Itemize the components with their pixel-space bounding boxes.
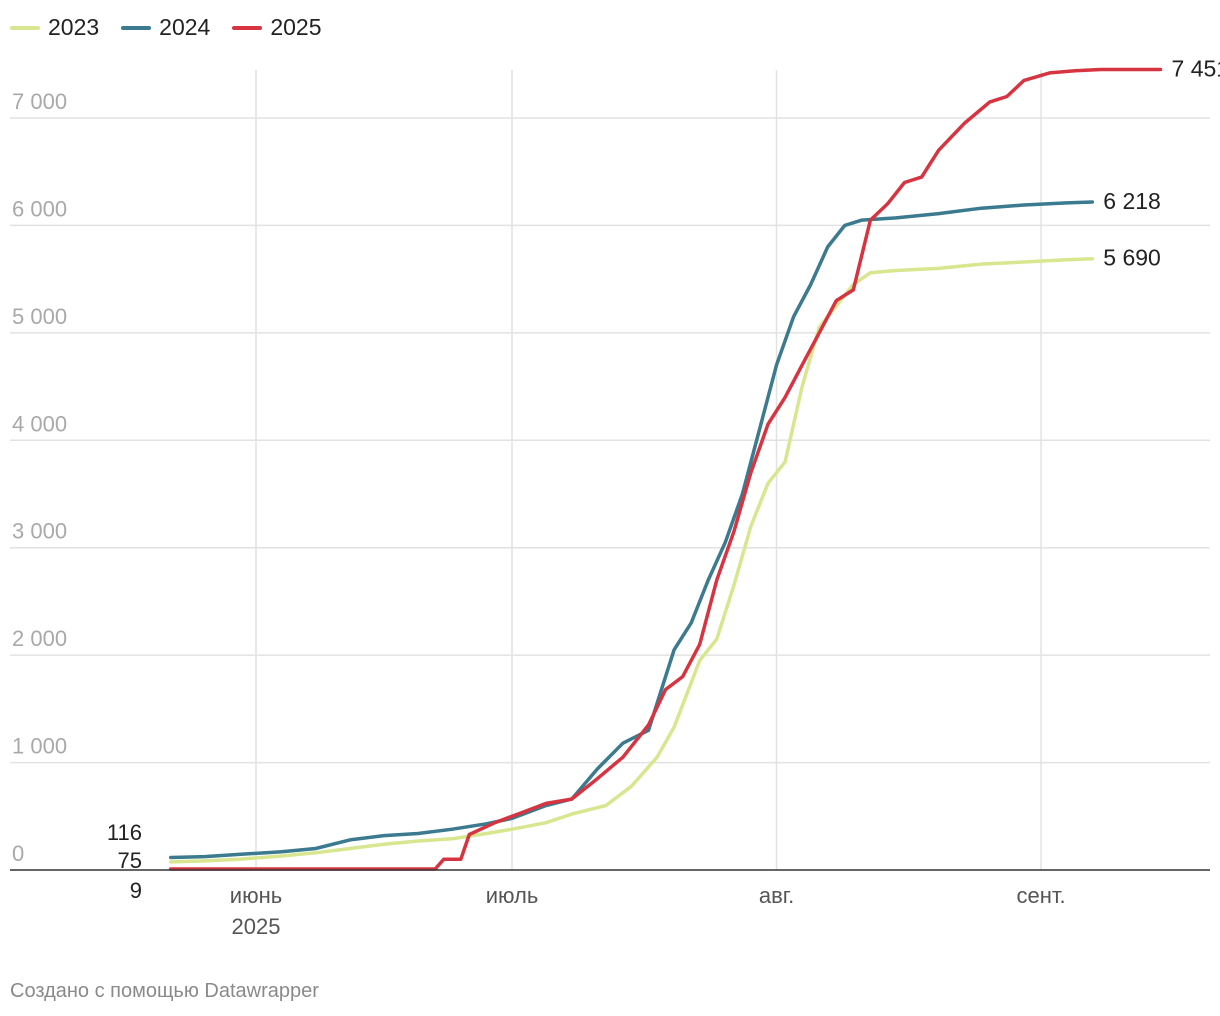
- end-value-label-2023: 5 690: [1103, 245, 1161, 271]
- start-value-label-2: 9: [130, 878, 142, 903]
- y-tick-label-6: 6 000: [12, 196, 67, 221]
- legend-item-2023: 2023: [10, 14, 99, 41]
- start-value-label-0: 116: [107, 820, 142, 845]
- y-tick-label-4: 4 000: [12, 411, 67, 436]
- y-tick-label-3: 3 000: [12, 519, 67, 544]
- legend-swatch-2023: [10, 25, 40, 30]
- legend-swatch-2025: [232, 25, 263, 30]
- x-tick-label-2: авг.: [759, 883, 794, 908]
- end-value-label-2025: 7 451: [1172, 56, 1220, 82]
- x-tick-sublabel: 2025: [232, 914, 281, 939]
- footer-credit: Создано с помощью Datawrapper: [10, 980, 319, 1002]
- legend-item-2025: 2025: [232, 14, 322, 41]
- legend-swatch-2024: [121, 25, 152, 30]
- start-value-label-1: 75: [118, 848, 142, 873]
- series-line-2025: [168, 67, 1163, 871]
- legend-item-2024: 2024: [121, 14, 210, 41]
- y-tick-label-0: 0: [12, 841, 24, 866]
- end-value-label-2024: 6 218: [1103, 188, 1161, 214]
- legend: 2023 2024 2025: [10, 14, 322, 41]
- y-tick-label-7: 7 000: [12, 89, 67, 114]
- y-tick-label-2: 2 000: [12, 626, 67, 651]
- legend-label-2023: 2023: [48, 14, 100, 40]
- y-tick-label-5: 5 000: [12, 304, 67, 329]
- legend-label-2024: 2024: [159, 14, 211, 40]
- legend-label-2025: 2025: [270, 14, 322, 40]
- series-line-2023: [168, 256, 1095, 864]
- y-tick-label-1: 1 000: [12, 734, 67, 759]
- series-line-2024: [168, 200, 1095, 860]
- x-tick-label-0: июнь: [230, 883, 282, 908]
- x-tick-label-3: сент.: [1016, 883, 1065, 908]
- x-tick-label-1: июль: [486, 883, 539, 908]
